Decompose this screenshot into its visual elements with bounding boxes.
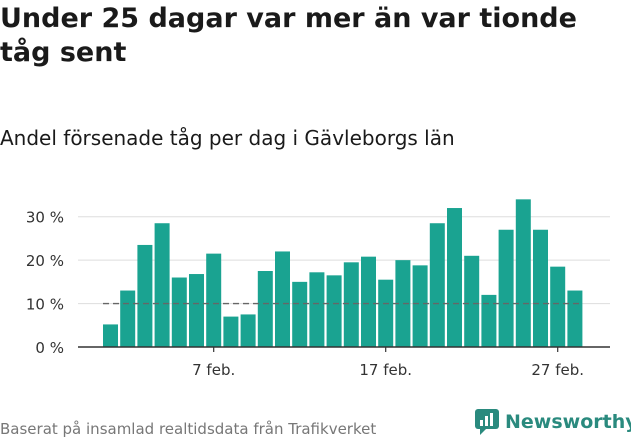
y-tick-label: 20 % (26, 252, 64, 270)
bar (240, 314, 256, 347)
bar (189, 274, 204, 347)
newsworthy-logo: Newsworthy (475, 409, 631, 435)
bar (137, 244, 153, 347)
bar (275, 251, 290, 347)
bar (292, 281, 308, 347)
bar (154, 223, 170, 347)
bar (257, 271, 273, 347)
y-tick-label: 30 % (26, 209, 64, 227)
chart-title: Under 25 dagar var mer än var tionde tåg… (0, 3, 577, 68)
bar (533, 229, 548, 347)
bar (343, 262, 359, 347)
bar (429, 223, 445, 347)
bar-chart: 0 % 10 % 20 % 30 % 7 feb. 17 feb. 27 feb. (26, 199, 610, 379)
chart-subtitle: Andel försenade tåg per dag i Gävleborgs… (0, 126, 455, 150)
bar (481, 294, 497, 347)
bar (326, 275, 342, 347)
bar (171, 277, 187, 347)
bar (550, 266, 566, 347)
bar (498, 229, 514, 347)
x-tick-label: 17 feb. (359, 361, 412, 379)
source-note: Baserat på insamlad realtidsdata från Tr… (0, 420, 377, 438)
bar (395, 260, 411, 347)
bar (309, 272, 325, 347)
x-tick-label: 7 feb. (192, 361, 235, 379)
newsworthy-logo-text: Newsworthy (505, 411, 631, 433)
newsworthy-logo-icon (475, 409, 499, 435)
bar (412, 265, 428, 347)
bar (464, 255, 480, 347)
bar (567, 290, 583, 347)
bar (206, 253, 222, 347)
y-tick-label: 10 % (26, 296, 64, 314)
y-tick-label: 0 % (35, 339, 64, 357)
bar (103, 324, 118, 347)
x-tick-label: 27 feb. (531, 361, 584, 379)
bar (361, 256, 376, 347)
bar (447, 208, 462, 347)
bar (223, 316, 239, 347)
bar (120, 290, 136, 347)
bar (515, 199, 531, 347)
bar (378, 279, 394, 347)
